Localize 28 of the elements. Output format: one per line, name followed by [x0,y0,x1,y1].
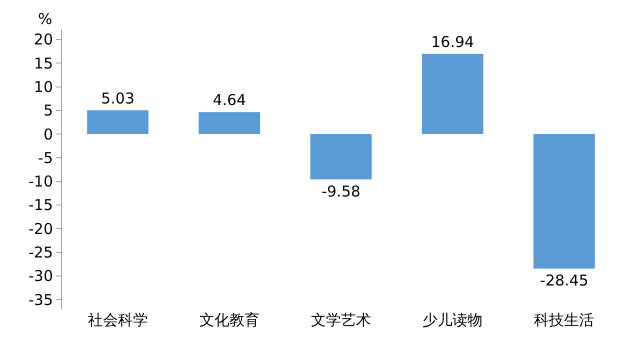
bar [87,110,148,134]
x-tick-label: 文学艺术 [311,311,371,329]
y-tick-label: -20 [28,220,53,238]
x-tick-label: 文化教育 [199,311,260,329]
y-tick-label: -10 [28,172,53,191]
bar [422,54,484,134]
bar [198,112,260,134]
data-label: -28.45 [540,272,588,290]
y-tick-label: -25 [28,244,53,262]
data-label: 16.94 [431,32,474,51]
y-tick-label: 15 [34,54,53,72]
x-tick-label: 社会科学 [88,311,148,329]
y-tick-label: 5 [43,102,53,120]
y-tick-label: 0 [43,125,53,144]
y-tick-label: -30 [28,267,53,286]
bar [534,134,595,269]
y-tick-label: -5 [38,148,53,167]
bar [310,134,372,180]
data-label: 5.03 [101,89,135,108]
y-axis-title: % [38,10,52,28]
data-label: 4.64 [212,91,246,110]
y-tick-label: 10 [34,78,53,96]
x-tick-label: 科技生活 [534,311,594,329]
y-tick-label: 20 [34,30,53,49]
y-tick-label: -15 [28,196,53,214]
x-tick-label: 少儿读物 [422,311,483,329]
y-tick-label: -35 [28,290,53,309]
data-label: -9.58 [322,182,360,200]
